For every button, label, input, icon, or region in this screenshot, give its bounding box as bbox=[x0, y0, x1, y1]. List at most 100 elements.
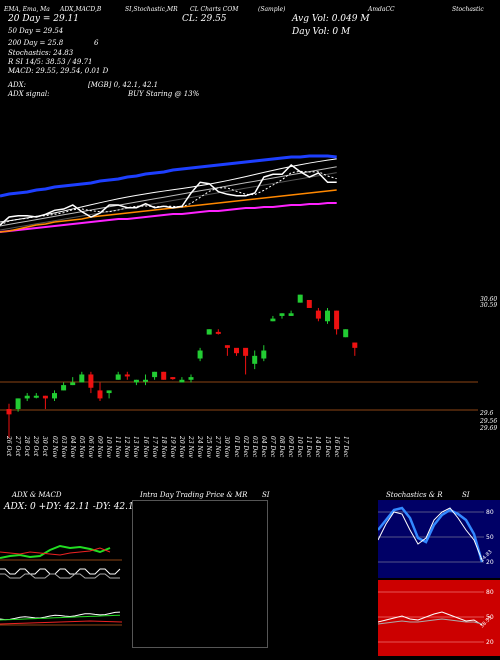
candle-body bbox=[252, 355, 258, 364]
ema-line-blue bbox=[0, 154, 337, 198]
price-axis-bottom-0: 29.6 bbox=[480, 410, 494, 417]
candle-body bbox=[306, 299, 312, 308]
date-tick-label: 02 Dec bbox=[241, 436, 249, 458]
candle-body bbox=[343, 329, 349, 338]
header-fragment-0: EMA, Ema, Ma bbox=[4, 6, 50, 13]
date-tick-label: 10 Dec bbox=[296, 436, 304, 458]
header-fragment-4: (Sample) bbox=[258, 6, 286, 13]
date-tick-label: 23 Nov bbox=[187, 436, 194, 458]
rsi-signal-line bbox=[378, 618, 483, 625]
price-axis-top-1: 30.59 bbox=[480, 302, 498, 309]
date-tick-label: 13 Nov bbox=[132, 436, 140, 458]
date-tick-label: 09 Dec bbox=[287, 436, 295, 458]
intraday-panel-si: SI bbox=[262, 491, 270, 499]
candle-body bbox=[52, 393, 57, 399]
avg-vol-label: Avg Vol: 0.049 M bbox=[292, 14, 370, 24]
adx-values: ADX: 0 +DY: 42.11 -DY: 42.11 bbox=[4, 502, 140, 512]
header-fragment-6: Stochastic bbox=[452, 6, 484, 13]
stoch-bg bbox=[378, 500, 500, 578]
adx-white-line-1 bbox=[0, 568, 121, 575]
date-tick-label: 04 Nov bbox=[68, 436, 76, 458]
day-vol-label: Day Vol: 0 M bbox=[292, 27, 351, 37]
macd-line bbox=[0, 611, 121, 621]
price-axis-bottom-2: 29.69 bbox=[480, 425, 498, 432]
ma200-tail: 6 bbox=[94, 39, 99, 47]
date-tick-label: 25 Nov bbox=[205, 436, 213, 458]
candle-body bbox=[352, 342, 358, 348]
plus-di-line bbox=[0, 544, 111, 559]
date-tick-label: 01 Dec bbox=[232, 436, 240, 458]
candle-body bbox=[243, 347, 249, 356]
date-tick-label: 04 Dec bbox=[259, 436, 267, 458]
candle-body bbox=[234, 347, 239, 354]
ma20-label: 20 Day = 29.11 bbox=[8, 14, 80, 24]
candle-body bbox=[88, 374, 94, 388]
candle-body bbox=[161, 371, 167, 380]
ma-line-orange bbox=[0, 189, 337, 233]
date-tick-label: 11 Nov bbox=[114, 436, 122, 458]
candle-body bbox=[197, 350, 203, 359]
header-fragment-1: ADX,MACD,B bbox=[60, 6, 102, 13]
candle-body bbox=[215, 331, 221, 334]
candle-body bbox=[297, 294, 303, 303]
candle-body bbox=[70, 382, 76, 386]
ma200-label: 200 Day = 25.8 bbox=[8, 39, 64, 47]
candle-body bbox=[97, 390, 103, 399]
candle-body bbox=[61, 385, 67, 391]
rsi-tick-label: 50 bbox=[486, 614, 494, 621]
candle-body bbox=[79, 374, 85, 383]
date-tick-label: 29 Oct bbox=[32, 436, 40, 457]
stoch-panel-si: SI bbox=[462, 491, 470, 499]
candle-body bbox=[315, 310, 321, 319]
candle-body bbox=[152, 371, 158, 378]
stoch-tick-label: 20 bbox=[486, 559, 494, 566]
date-tick-label: 30 Oct bbox=[41, 436, 49, 457]
candle-body bbox=[334, 310, 340, 330]
date-tick-label: 28 Oct bbox=[23, 436, 31, 457]
rsi-tick-label: 20 bbox=[486, 639, 494, 646]
date-tick-label: 03 Nov bbox=[59, 436, 67, 458]
date-tick-label: 17 Dec bbox=[341, 436, 349, 458]
candle-body bbox=[133, 379, 139, 383]
intraday-panel-title: Intra Day Trading Price & MR bbox=[140, 491, 248, 499]
intraday-panel bbox=[132, 500, 268, 648]
ma-line-dark bbox=[0, 172, 337, 231]
adx-label: ADX: bbox=[8, 81, 27, 89]
date-tick-label: 18 Nov bbox=[159, 436, 167, 458]
date-axis: 26 Oct 27 Oct 28 Oct 29 Oct 30 Oct 02 Nov 03 N… bbox=[0, 434, 500, 484]
candle-body bbox=[179, 379, 185, 383]
date-tick-label: 06 Nov bbox=[86, 436, 94, 458]
date-tick-label: 02 Nov bbox=[50, 436, 58, 458]
candle-body bbox=[288, 313, 294, 316]
stochastics-label: Stochastics: 24.83 bbox=[8, 49, 74, 57]
stoch-d-line bbox=[378, 507, 483, 561]
adx-white-line-2 bbox=[0, 573, 120, 579]
header-fragment-2: SI,Stochastic,MR bbox=[125, 6, 178, 13]
price-axis-top-0: 30.60 bbox=[480, 296, 498, 303]
intraday-frame bbox=[132, 500, 268, 648]
macd-signal-line bbox=[0, 614, 121, 621]
date-tick-label: 16 Nov bbox=[141, 436, 149, 458]
candle-body bbox=[270, 318, 276, 322]
candle-body bbox=[33, 395, 39, 398]
candle-body bbox=[261, 350, 267, 359]
candle-body bbox=[15, 398, 21, 410]
ma-line-gray-b bbox=[0, 166, 337, 227]
candle-body bbox=[224, 345, 230, 348]
date-tick-label: 19 Nov bbox=[168, 436, 176, 458]
header-fragment-5: AmdaCC bbox=[368, 6, 395, 13]
stoch-tick-label: 50 bbox=[486, 534, 494, 541]
date-tick-label: 17 Nov bbox=[150, 436, 158, 458]
candle-body bbox=[6, 409, 12, 415]
candle-body bbox=[325, 310, 330, 322]
candle-body bbox=[24, 395, 30, 399]
candle-body bbox=[279, 313, 285, 316]
price-axis-bottom-1: 29.56 bbox=[480, 418, 498, 425]
adx-panel-title: ADX & MACD bbox=[12, 491, 62, 499]
header-fragment-3: CL Charts COM bbox=[190, 6, 239, 13]
macd-histogram-line bbox=[0, 620, 122, 625]
date-tick-label: 30 Nov bbox=[223, 436, 231, 458]
date-tick-label: 12 Nov bbox=[123, 436, 131, 458]
